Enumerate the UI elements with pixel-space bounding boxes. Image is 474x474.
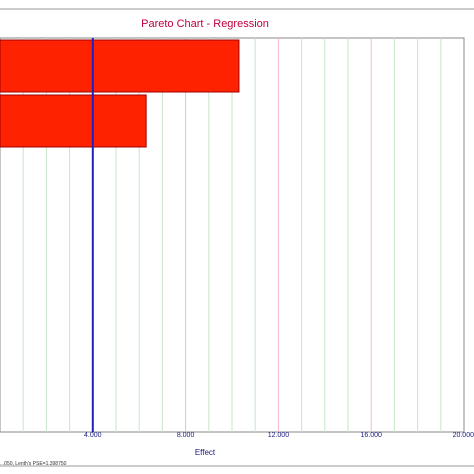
footnote: ...050, Lenth's PSE=1.398750 bbox=[0, 461, 67, 467]
x-tick-label: 12.000 bbox=[268, 432, 290, 439]
x-tick-label: 8.000 bbox=[177, 432, 195, 439]
effect-bar bbox=[0, 94, 147, 148]
x-tick-label: 20.000 bbox=[453, 432, 474, 439]
effect-bar bbox=[0, 39, 240, 93]
tick-layer: 4.000 8.000 12.000 16.000 20.000 bbox=[84, 432, 474, 439]
x-tick-label: 16.000 bbox=[360, 432, 382, 439]
x-axis-label: Effect bbox=[195, 448, 216, 457]
chart-title: Pareto Chart - Regression bbox=[141, 18, 269, 30]
bar-layer bbox=[0, 39, 240, 148]
x-tick-label: 4.000 bbox=[84, 432, 102, 439]
